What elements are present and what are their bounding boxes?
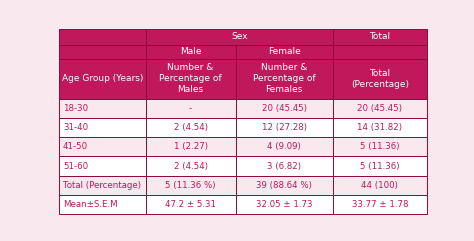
FancyBboxPatch shape xyxy=(236,176,333,195)
Text: 39 (88.64 %): 39 (88.64 %) xyxy=(256,181,312,190)
Text: Mean±S.E.M: Mean±S.E.M xyxy=(63,200,118,209)
FancyBboxPatch shape xyxy=(146,156,236,176)
FancyBboxPatch shape xyxy=(333,137,427,156)
Text: 32.05 ± 1.73: 32.05 ± 1.73 xyxy=(256,200,312,209)
Text: 41-50: 41-50 xyxy=(63,142,88,151)
FancyBboxPatch shape xyxy=(333,156,427,176)
Text: Male: Male xyxy=(180,47,201,56)
FancyBboxPatch shape xyxy=(59,45,146,59)
FancyBboxPatch shape xyxy=(146,195,236,214)
FancyBboxPatch shape xyxy=(146,45,236,59)
FancyBboxPatch shape xyxy=(59,176,146,195)
FancyBboxPatch shape xyxy=(236,59,333,99)
FancyBboxPatch shape xyxy=(59,137,146,156)
FancyBboxPatch shape xyxy=(236,137,333,156)
Text: 31-40: 31-40 xyxy=(63,123,88,132)
Text: 5 (11.36 %): 5 (11.36 %) xyxy=(165,181,216,190)
FancyBboxPatch shape xyxy=(236,45,333,59)
FancyBboxPatch shape xyxy=(146,29,333,45)
Text: Sex: Sex xyxy=(231,32,247,41)
FancyBboxPatch shape xyxy=(333,45,427,59)
Text: 44 (100): 44 (100) xyxy=(361,181,398,190)
FancyBboxPatch shape xyxy=(236,99,333,118)
FancyBboxPatch shape xyxy=(333,59,427,99)
FancyBboxPatch shape xyxy=(236,156,333,176)
FancyBboxPatch shape xyxy=(59,29,146,45)
Text: 2 (4.54): 2 (4.54) xyxy=(173,162,208,171)
Text: 51-60: 51-60 xyxy=(63,162,88,171)
FancyBboxPatch shape xyxy=(333,118,427,137)
Text: 3 (6.82): 3 (6.82) xyxy=(267,162,301,171)
Text: 20 (45.45): 20 (45.45) xyxy=(357,104,402,113)
Text: Total
(Percentage): Total (Percentage) xyxy=(351,68,409,89)
Text: 1 (2.27): 1 (2.27) xyxy=(173,142,208,151)
Text: 5 (11.36): 5 (11.36) xyxy=(360,162,400,171)
FancyBboxPatch shape xyxy=(59,59,146,99)
FancyBboxPatch shape xyxy=(333,195,427,214)
FancyBboxPatch shape xyxy=(236,195,333,214)
Text: Total (Percentage): Total (Percentage) xyxy=(63,181,141,190)
Text: 5 (11.36): 5 (11.36) xyxy=(360,142,400,151)
FancyBboxPatch shape xyxy=(59,195,146,214)
Text: Total: Total xyxy=(369,32,390,41)
FancyBboxPatch shape xyxy=(333,99,427,118)
FancyBboxPatch shape xyxy=(146,137,236,156)
Text: Female: Female xyxy=(268,47,301,56)
FancyBboxPatch shape xyxy=(59,118,146,137)
FancyBboxPatch shape xyxy=(146,59,236,99)
Text: 14 (31.82): 14 (31.82) xyxy=(357,123,402,132)
FancyBboxPatch shape xyxy=(59,156,146,176)
FancyBboxPatch shape xyxy=(333,176,427,195)
Text: 33.77 ± 1.78: 33.77 ± 1.78 xyxy=(352,200,408,209)
Text: 47.2 ± 5.31: 47.2 ± 5.31 xyxy=(165,200,216,209)
Text: Number &
Percentage of
Females: Number & Percentage of Females xyxy=(253,63,316,94)
Text: 20 (45.45): 20 (45.45) xyxy=(262,104,307,113)
FancyBboxPatch shape xyxy=(146,118,236,137)
Text: -: - xyxy=(189,104,192,113)
FancyBboxPatch shape xyxy=(59,99,146,118)
Text: Number &
Percentage of
Males: Number & Percentage of Males xyxy=(159,63,222,94)
FancyBboxPatch shape xyxy=(333,29,427,45)
Text: 4 (9.09): 4 (9.09) xyxy=(267,142,301,151)
Text: 2 (4.54): 2 (4.54) xyxy=(173,123,208,132)
Text: 12 (27.28): 12 (27.28) xyxy=(262,123,307,132)
Text: 18-30: 18-30 xyxy=(63,104,88,113)
FancyBboxPatch shape xyxy=(146,99,236,118)
FancyBboxPatch shape xyxy=(146,176,236,195)
FancyBboxPatch shape xyxy=(236,118,333,137)
Text: Age Group (Years): Age Group (Years) xyxy=(62,74,143,83)
